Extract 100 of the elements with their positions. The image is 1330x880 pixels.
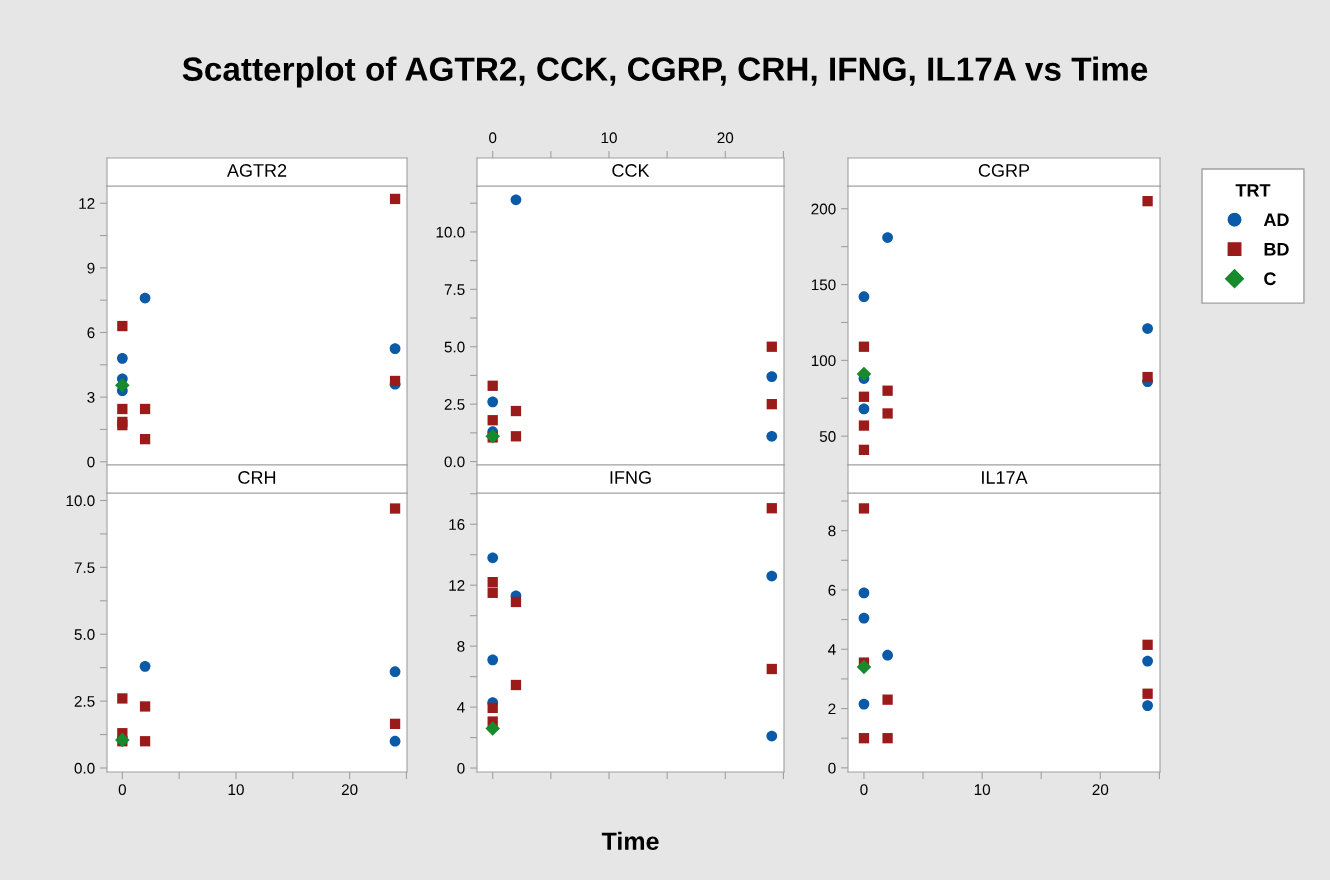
chart-title: CRH [238, 471, 276, 484]
y-tick-label: 200 [811, 203, 836, 215]
point [766, 663, 777, 675]
y-tick-label: 0 [828, 762, 836, 774]
y-tick-label: 3 [87, 392, 95, 403]
point [117, 403, 128, 415]
x2-tick-label: 10 [601, 132, 617, 144]
x-axis-title: Time [601, 831, 659, 851]
y-tick-label: 4 [828, 644, 836, 655]
chart-title: CCK [612, 164, 650, 177]
point [882, 694, 893, 705]
y-tick-label: 150 [811, 279, 836, 291]
y-tick-label: 5.0 [74, 629, 95, 640]
point [882, 649, 893, 661]
y-tick-label: 2 [828, 703, 836, 715]
point [487, 654, 499, 666]
y-tick-label: 5.0 [444, 341, 465, 353]
point [510, 679, 522, 691]
y-tick-label: 6 [828, 584, 836, 596]
x-tick-label: 10 [228, 784, 244, 796]
point [115, 732, 130, 748]
point [882, 385, 893, 396]
point [389, 735, 401, 747]
point [858, 391, 870, 402]
point [766, 730, 778, 742]
y-tick-label: 4 [457, 702, 465, 713]
point [858, 612, 870, 624]
point [766, 503, 777, 514]
point [766, 371, 778, 382]
y-tick-label: 8 [828, 525, 836, 537]
point [510, 405, 522, 417]
x2-tick-label: 20 [717, 132, 734, 144]
point [487, 702, 498, 713]
point [882, 408, 893, 419]
legend-label: C [1264, 272, 1276, 286]
y-tick-label: 10.0 [436, 226, 465, 238]
y-tick-label: 6 [87, 327, 95, 339]
point [858, 503, 870, 514]
point [1142, 639, 1153, 650]
x-tick-label: 0 [118, 784, 126, 796]
point [487, 552, 499, 564]
point [487, 396, 499, 408]
point [487, 587, 498, 598]
point [766, 399, 777, 410]
point [1142, 655, 1153, 667]
y-tick-label: 10.0 [66, 495, 95, 507]
x-tick-label: 0 [860, 784, 868, 796]
point [139, 660, 151, 672]
x-tick-label: 20 [1092, 784, 1109, 796]
point [487, 415, 498, 426]
text: Scatterplot of AGTR2, CCK, CGRP, CRH, IFNG, IL17A vs Time [182, 56, 1148, 88]
y-tick-label: 0 [457, 762, 465, 774]
x-tick-label: 10 [974, 784, 991, 796]
point [510, 596, 522, 608]
point [510, 431, 522, 442]
point [510, 194, 522, 206]
chart-title: IFNG [610, 471, 651, 484]
point [856, 659, 872, 675]
y-tick-label: 16 [449, 519, 465, 530]
chart-title: CGRP [978, 164, 1030, 177]
point [389, 503, 401, 514]
point [858, 698, 870, 710]
point [766, 341, 777, 352]
point [858, 587, 870, 599]
point [389, 193, 401, 205]
legend-label: AD [1263, 213, 1289, 227]
point [389, 343, 401, 355]
point [487, 576, 498, 588]
y-tick-label: 12 [79, 198, 95, 209]
point [389, 718, 401, 729]
point [858, 403, 870, 415]
y-tick-label: 8 [457, 641, 465, 652]
point [116, 352, 128, 364]
point [1142, 196, 1153, 207]
y-tick-label: 50 [819, 431, 836, 442]
point [117, 320, 128, 332]
y-tick-label: 0.0 [444, 456, 465, 468]
point [1142, 323, 1153, 334]
point [882, 733, 893, 744]
point [487, 380, 498, 391]
y-tick-label: 12 [449, 580, 465, 591]
point [389, 666, 401, 678]
x-tick-label: 20 [341, 784, 358, 796]
legend-title: TRT [1235, 184, 1271, 197]
point [858, 291, 870, 303]
chart-title: AGTR2 [226, 164, 287, 177]
y-tick-label: 7.5 [444, 284, 465, 296]
point [139, 403, 151, 415]
point [856, 366, 872, 382]
point [139, 736, 151, 747]
point [1142, 700, 1153, 711]
point [858, 341, 870, 352]
point [117, 693, 128, 704]
point [115, 378, 130, 393]
point [1142, 371, 1153, 383]
point [139, 292, 151, 304]
point [1142, 688, 1153, 699]
y-tick-label: 9 [87, 262, 95, 274]
y-tick-label: 2.5 [444, 399, 465, 410]
chart-title: IL17A [982, 471, 1028, 484]
